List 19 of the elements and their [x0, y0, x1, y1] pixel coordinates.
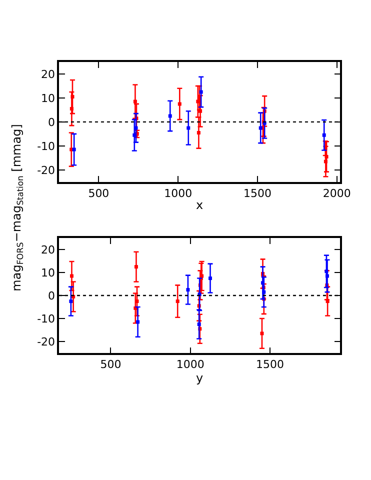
x-tick-label: 1000 [164, 186, 192, 200]
y-tick-label: -10 [37, 140, 56, 153]
y-tick-label: 10 [41, 92, 56, 105]
y-tick-label: -10 [37, 312, 56, 326]
x-axis-title: x [196, 198, 204, 212]
x-tick-label: 500 [88, 186, 110, 200]
x-tick-label: 1500 [243, 186, 272, 200]
x-tick-label: 1500 [256, 358, 284, 371]
x-tick-label: 1000 [176, 358, 204, 371]
y-tick-label: 0 [48, 289, 56, 302]
y-tick-label: -20 [37, 335, 56, 348]
y-tick-label: 20 [41, 68, 56, 81]
x-axis-title: y [196, 370, 204, 385]
y-tick-label: 10 [41, 266, 56, 280]
x-tick-label: 500 [100, 358, 122, 371]
y-tick-label: -20 [37, 164, 56, 177]
y-tick-label: 20 [41, 243, 56, 256]
x-tick-label: 2000 [322, 186, 351, 200]
y-tick-label: 0 [48, 116, 56, 129]
